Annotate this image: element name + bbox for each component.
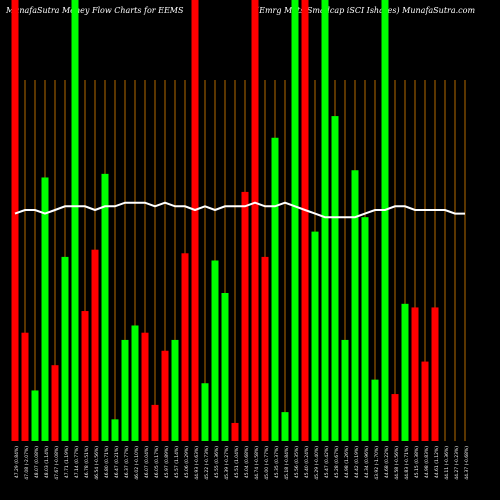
bars [11, 0, 439, 442]
bar [311, 231, 319, 441]
chart-title: MunafaSutra Money Flow Charts for EEMS [6, 6, 184, 15]
x-tick-label: 44.58 (-0.56%) [394, 446, 400, 480]
x-tick-label: 48.03 (1.14%) [44, 446, 50, 478]
x-tick-label: 45.47 (0.42%) [324, 446, 330, 478]
x-tick-label: 47.29 (0.84%) [14, 446, 20, 478]
x-tick-label: 44.37 (-0.68%) [464, 446, 470, 480]
x-tick-label: 44.98 (1.26%) [344, 446, 350, 478]
bar [121, 339, 129, 441]
bar [21, 332, 29, 441]
bar [411, 307, 419, 441]
bar [161, 350, 169, 441]
x-tick-label: 45.51 (1.04%) [234, 446, 240, 478]
x-tick-label: 47.71 (1.19%) [64, 446, 70, 478]
bar [351, 170, 359, 441]
x-tick-label: 45.56 (0.35%) [294, 446, 300, 478]
bar [141, 332, 149, 441]
x-tick-label: 47.67 (-0.08%) [54, 446, 60, 480]
bar [151, 404, 159, 441]
x-tick-label: 45.04 (0.68%) [244, 446, 250, 478]
bar [261, 256, 269, 441]
bar [11, 0, 19, 441]
bar [231, 422, 239, 441]
bar [61, 256, 69, 441]
x-tick-label: 45.35 (0.37%) [274, 446, 280, 478]
bar [111, 419, 119, 441]
bar [91, 249, 99, 441]
x-tick-label: 45.39 (-0.27%) [224, 446, 230, 480]
bar [241, 191, 249, 441]
bar [191, 0, 199, 441]
bar [131, 325, 139, 441]
bar [401, 303, 409, 441]
bar [181, 253, 189, 441]
x-tick-label: 44.34 (0.96%) [364, 446, 370, 478]
x-tick-label: 44.42 (0.19%) [354, 446, 360, 478]
bar [291, 0, 299, 441]
x-tick-label: 45.06 (0.29%) [184, 446, 190, 478]
bar [371, 379, 379, 441]
bar [431, 307, 439, 441]
x-tick-label: 45.40 (0.24%) [304, 446, 310, 478]
bar [391, 394, 399, 441]
x-tick-label: 47.08 (-2.07%) [24, 446, 30, 480]
bar [171, 339, 179, 441]
x-tick-label: 45.57 (1.14%) [174, 446, 180, 478]
x-tick-label: 44.74 (-0.58%) [254, 446, 260, 480]
x-tick-label: 47.14 (0.77%) [74, 446, 80, 478]
x-tick-label: 45.29 (-0.40%) [314, 446, 320, 480]
x-tick-label: 45.97 (0.89%) [164, 446, 170, 478]
x-tick-label: 45.15 (0.38%) [414, 446, 420, 478]
bar [251, 0, 259, 441]
bar [321, 0, 329, 441]
x-tick-label: 46.80 (0.71%) [104, 446, 110, 478]
x-tick-label: 43.92 (-1.70%) [374, 446, 380, 480]
bar [281, 412, 289, 441]
x-tick-label: 46.47 (0.21%) [114, 446, 120, 478]
bar [421, 361, 429, 441]
x-tick-label: 45.00 (-0.77%) [264, 446, 270, 480]
bar [271, 137, 279, 441]
x-tick-label: 45.22 (-0.73%) [204, 446, 210, 480]
bar [211, 260, 219, 441]
bar [31, 390, 39, 441]
bar [331, 116, 339, 441]
bar [341, 339, 349, 441]
x-tick-label: 46.07 (0.04%) [144, 446, 150, 478]
trend-line [14, 201, 465, 219]
bar [301, 0, 309, 441]
x-tick-label: 44.27 (-0.23%) [454, 446, 460, 480]
bar [51, 365, 59, 441]
x-tick-label: 45.28 (0.67%) [334, 446, 340, 478]
x-tick-label: 46.05 (0.17%) [154, 446, 160, 478]
bar [361, 217, 369, 441]
x-tick-label: 44.61 (1.12%) [434, 446, 440, 478]
x-tick-label: 44.11 (-0.36%) [444, 446, 450, 480]
x-tick-label: 44.93 (-0.63%) [194, 446, 200, 480]
chart-subtitle: (Emrg Mkts Smallcap iSCI Ishares) Munafa… [256, 6, 476, 15]
x-tick-label: 48.07 (0.08%) [34, 446, 40, 478]
x-tick-label: 44.68 (0.22%) [384, 446, 390, 478]
x-tick-label: 46.54 (-0.56%) [94, 446, 100, 480]
bar [101, 173, 109, 442]
x-tick-label: 44.83 (-0.71%) [404, 446, 410, 480]
x-tick-label: 45.18 (-0.84%) [284, 446, 290, 480]
x-tick-label: 44.98 (0.83%) [424, 446, 430, 478]
x-tick-label: 45.55 (0.36%) [214, 446, 220, 478]
bar [81, 311, 89, 441]
bar [381, 0, 389, 441]
x-tick-label: 46.78 (0.51%) [84, 446, 90, 478]
bar [71, 0, 79, 441]
x-tick-labels: 47.29 (0.84%) 47.08 (-2.07%) 48.07 (0.08%)… [14, 446, 470, 480]
x-tick-label: 46.37 (0.77%) [124, 446, 130, 478]
bar [201, 383, 209, 441]
bar [221, 292, 229, 441]
bar [41, 177, 49, 441]
x-tick-label: 46.02 (-0.10%) [134, 446, 140, 480]
